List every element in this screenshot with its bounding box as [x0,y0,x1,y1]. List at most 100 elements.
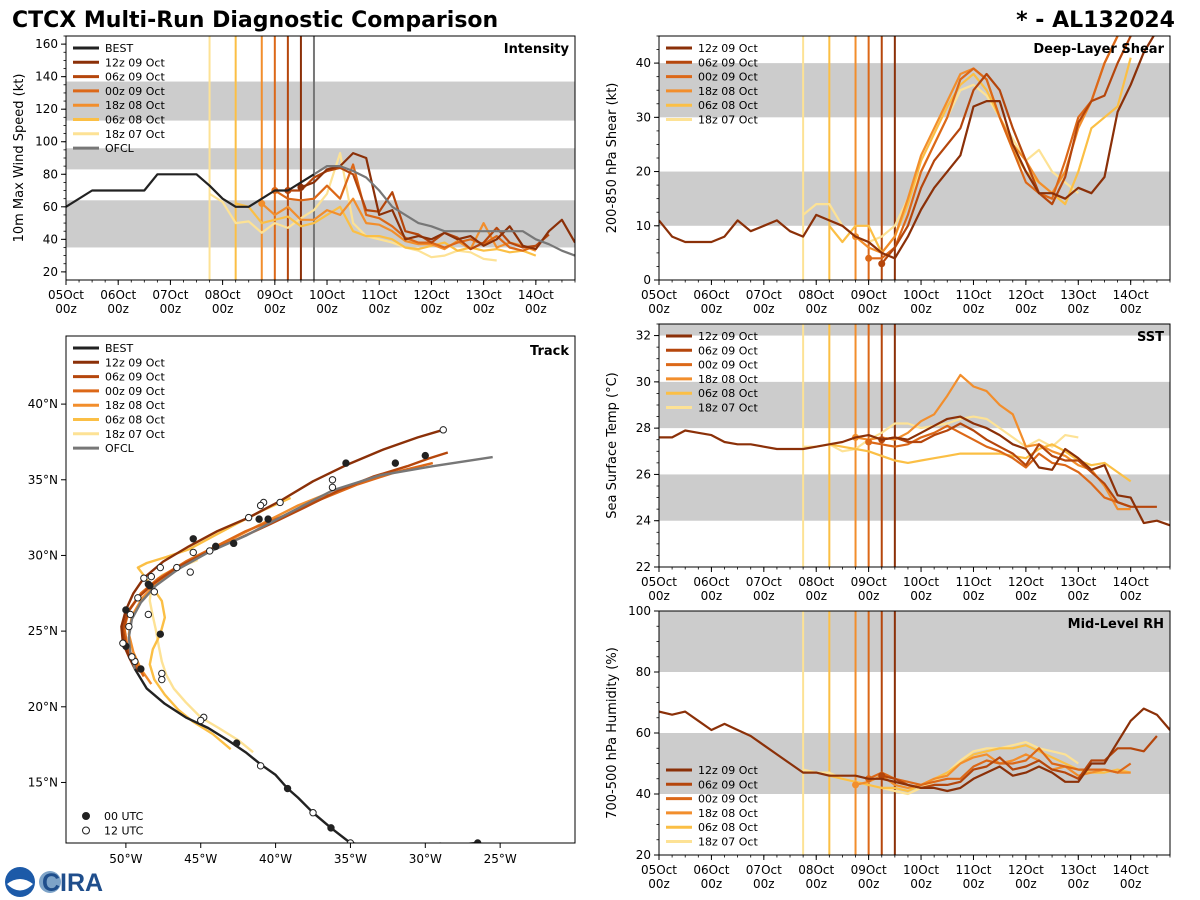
noaa-logo-wave [7,879,33,891]
legend-label: 18z 07 Oct [698,402,758,415]
x-tick-label: 11Oct [955,575,991,589]
threshold-band [659,381,1170,429]
series-line [209,152,497,262]
y-tick-label: 10 [636,219,651,233]
track-point [189,548,197,557]
x-tick-label: 00z [1120,877,1142,891]
x-tick-label: 00z [648,877,670,891]
init-point [865,254,873,262]
track-point [256,501,265,510]
x-tick-label: 12Oct [1008,863,1044,877]
x-tick-label: 14Oct [1113,863,1149,877]
panel-title: Mid-Level RH [1068,617,1164,632]
threshold-band [66,200,575,248]
track-point [158,669,166,678]
marker-legend-symbol [82,826,90,835]
legend-label: 12z 09 Oct [698,764,758,777]
track-point [229,539,238,548]
x-tick-label: 35°W [334,852,367,866]
x-tick-label: 00z [525,302,547,316]
x-tick-label: 00z [805,589,827,603]
x-tick-label: 13Oct [1060,575,1096,589]
plot-area [119,426,493,843]
x-tick-label: 00z [701,877,723,891]
y-tick-label: 20 [636,165,651,179]
track-point [212,542,220,551]
series-line [66,173,315,208]
init-point [258,200,266,208]
x-tick-label: 10Oct [903,575,939,589]
threshold-band [659,474,1170,521]
marker-legend-symbol [82,812,90,820]
track-line [123,461,434,678]
x-tick-label: 00z [1015,302,1037,316]
y-tick-label: 160 [35,37,58,51]
y-tick-label: 20 [636,848,651,862]
x-tick-label: 00z [858,302,880,316]
legend-label: 18z 08 Oct [698,807,758,820]
x-tick-label: 10Oct [309,288,345,302]
legend-label: 12z 09 Oct [698,330,758,343]
legend-label: 06z 08 Oct [105,114,165,127]
x-tick-label: 12Oct [413,288,449,302]
x-tick-label: 00z [316,302,338,316]
track-point [391,459,400,467]
x-tick-label: 11Oct [955,863,991,877]
x-tick-label: 00z [1120,589,1142,603]
x-tick-label: 00z [212,302,234,316]
x-tick-label: 13Oct [1060,288,1096,302]
x-tick-label: 00z [107,302,129,316]
track-point [206,547,214,555]
x-tick-label: 00z [473,302,495,316]
x-tick-label: 09Oct [851,575,887,589]
track-point [144,610,153,619]
y-tick-label: 140 [35,70,58,84]
x-tick-label: 11Oct [955,288,991,302]
x-tick-label: 05Oct [48,288,84,302]
series-line [881,422,1157,508]
x-tick-label: 11Oct [361,288,397,302]
legend-label: 00z 09 Oct [698,793,758,806]
x-tick-label: 14Oct [518,288,554,302]
chart-rh: 2040608010005Oct00z06Oct00z07Oct00z08Oct… [605,604,1171,891]
y-tick-label: 25°N [28,624,58,638]
plot-frame [658,323,1171,568]
x-tick-label: 00z [1067,589,1089,603]
track-line [127,455,493,670]
y-tick-label: 32 [636,329,651,343]
marker-legend-label: 12 UTC [104,825,144,838]
y-tick-label: 60 [43,200,58,214]
x-tick-label: 00z [753,877,775,891]
y-tick-label: 20°N [28,700,58,714]
legend-label: 18z 07 Oct [698,114,758,127]
x-tick-label: 00z [805,302,827,316]
track-point [244,513,253,522]
legend-label: 12z 09 Oct [105,56,165,69]
x-tick-label: 00z [910,877,932,891]
legend-label: 18z 07 Oct [105,128,165,141]
track-line [136,496,292,751]
track-line [121,451,449,673]
track-point [327,824,335,832]
x-tick-label: 08Oct [798,575,834,589]
x-tick-label: 00z [910,589,932,603]
legend-label: 12z 09 Oct [105,356,165,369]
y-axis-label: 700-500 hPa Humidity (%) [605,647,620,819]
x-tick-label: 07Oct [746,288,782,302]
y-tick-label: 40 [636,787,651,801]
y-tick-label: 24 [636,514,651,528]
x-tick-label: 00z [264,302,286,316]
x-tick-label: 00z [1067,877,1089,891]
x-tick-label: 06Oct [693,575,729,589]
track-point [439,426,447,434]
track-point [276,498,284,507]
x-tick-label: 14Oct [1113,288,1149,302]
x-tick-label: 00z [55,302,77,316]
track-point [232,739,241,747]
track-point [137,665,145,673]
track-point [125,622,133,631]
y-tick-label: 30 [636,375,651,389]
init-point [878,260,886,268]
x-tick-label: 00z [963,877,985,891]
x-tick-label: 13Oct [1060,863,1096,877]
